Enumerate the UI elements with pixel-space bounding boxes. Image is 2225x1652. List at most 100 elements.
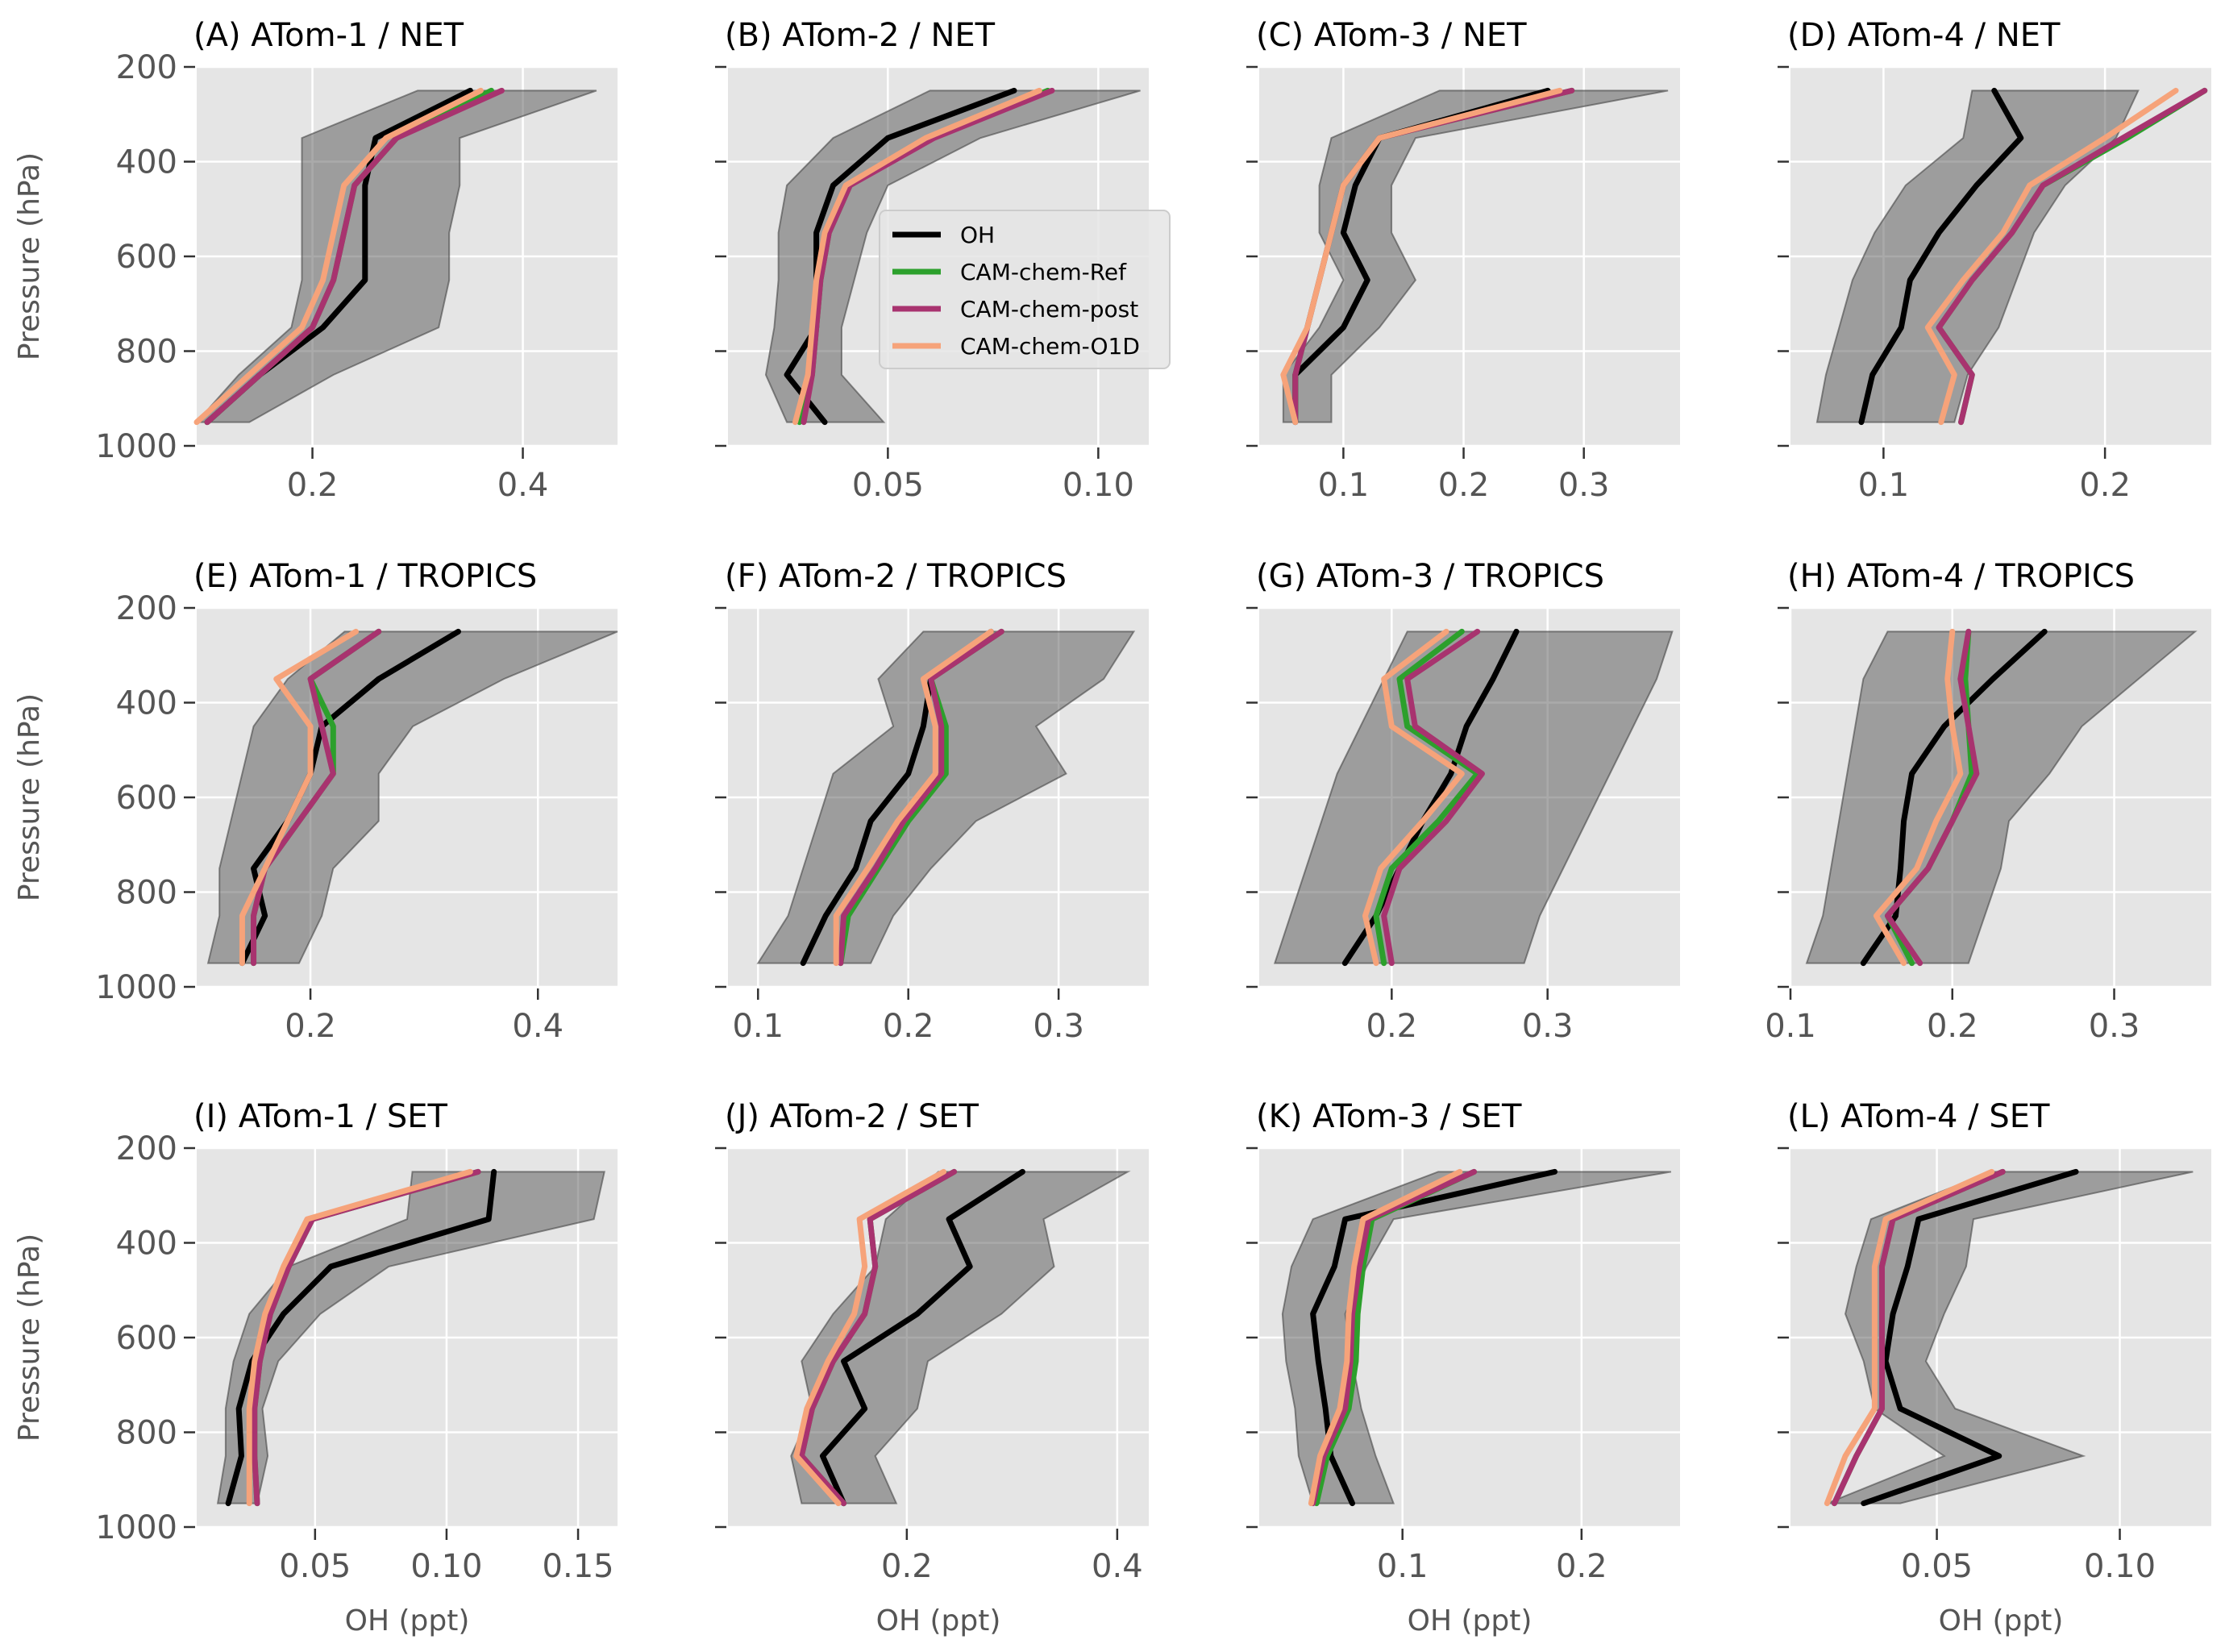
x-tick-label: 0.4 — [1092, 1548, 1143, 1585]
series-line-cam-chem-post — [1884, 628, 1980, 967]
y-tick-label: 800 — [116, 1415, 177, 1452]
panel-8: (H) ATom-4 / TROPICS 0.1 0.2 0.3 — [1765, 558, 2211, 1045]
x-tick-label: 0.1 — [1765, 1008, 1816, 1045]
x-tick-label: 0.3 — [1558, 467, 1610, 504]
x-tick-label: 0.2 — [883, 1008, 934, 1045]
series-line-oh — [819, 1168, 1025, 1507]
x-tick-label: 0.1 — [732, 1008, 784, 1045]
x-tick-label: 0.3 — [1033, 1008, 1084, 1045]
panel-title: (K) ATom-3 / SET — [1256, 1098, 1522, 1135]
legend-box — [879, 210, 1171, 369]
y-tick-label: 1000 — [95, 969, 177, 1006]
series-line-cam-chem-o1d — [1308, 1168, 1463, 1507]
series-line-cam-chem-post — [838, 628, 1004, 967]
x-tick-label: 0.10 — [2084, 1548, 2156, 1585]
x-tick-label: 0.10 — [1063, 467, 1134, 504]
x-tick-label: 0.2 — [881, 1548, 933, 1585]
panel-title: (D) ATom-4 / NET — [1787, 17, 2061, 54]
panel-title: (E) ATom-1 / TROPICS — [193, 558, 537, 595]
series-line-cam-chem-post — [251, 628, 382, 967]
series-line-oh — [1861, 1168, 2079, 1507]
x-tick-label: 0.10 — [410, 1548, 482, 1585]
series-line-cam-chem-o1d — [193, 87, 484, 426]
series-line-cam-chem-o1d — [1924, 87, 2179, 426]
y-tick-label: 600 — [116, 239, 177, 276]
x-tick-label: 0.2 — [285, 1008, 336, 1045]
x-axis-label: OH (ppt) — [1408, 1604, 1533, 1637]
panel-title: (B) ATom-2 / NET — [725, 17, 996, 54]
obs-range-band — [790, 1171, 1131, 1504]
series-line-cam-chem-post — [1936, 87, 2208, 426]
series-line-cam-chem-o1d — [1873, 628, 1964, 967]
legend-label-cam-chem-ref: CAM-chem-Ref — [960, 259, 1127, 285]
x-tick-label: 0.2 — [287, 467, 339, 504]
series-line-cam-chem-post — [1831, 1168, 2006, 1507]
panel-7: (G) ATom-3 / TROPICS 0.2 0.3 — [1246, 558, 1680, 1045]
panel-title: (H) ATom-4 / TROPICS — [1787, 558, 2135, 595]
obs-range-band — [764, 89, 1141, 423]
x-tick-label: 0.05 — [852, 467, 924, 504]
panel-title: (F) ATom-2 / TROPICS — [725, 558, 1067, 595]
series-line-cam-chem-o1d — [239, 628, 360, 967]
series-line-oh — [1858, 87, 2024, 426]
x-tick-label: 0.2 — [1366, 1008, 1418, 1045]
panel-1: (A) ATom-1 / NET 200 400 600 800 1000 0.2 0.4 Pr… — [13, 17, 618, 504]
x-tick-label: 0.3 — [2089, 1008, 2140, 1045]
obs-range-band — [206, 630, 618, 964]
panel-10: (J) ATom-2 / SET 0.2 0.4 OH (ppt) — [715, 1098, 1149, 1637]
series-line-cam-chem-o1d — [1362, 628, 1465, 967]
y-tick-label: 400 — [116, 685, 177, 722]
series-line-cam-chem-post — [204, 87, 505, 426]
panel-title: (L) ATom-4 / SET — [1787, 1098, 2050, 1135]
y-tick-label: 200 — [116, 49, 177, 86]
y-tick-label: 400 — [116, 144, 177, 181]
series-line-cam-chem-o1d — [1280, 87, 1563, 426]
series-line-cam-chem-o1d — [833, 628, 994, 967]
panel-9: (I) ATom-1 / SET 200 400 600 800 1000 0.05 0.10… — [13, 1098, 618, 1637]
x-tick-label: 0.05 — [1901, 1548, 1973, 1585]
series-line-cam-chem-o1d — [792, 87, 1042, 426]
series-line-cam-chem-post — [801, 87, 1055, 426]
panel-title: (A) ATom-1 / NET — [193, 17, 464, 54]
series-line-cam-chem-ref — [1373, 628, 1481, 967]
legend: OH CAM-chem-Ref CAM-chem-post CAM-chem-O1D — [879, 210, 1171, 369]
y-tick-label: 600 — [116, 1320, 177, 1357]
series-line-cam-chem-o1d — [246, 1168, 473, 1507]
x-tick-label: 0.1 — [1858, 467, 1910, 504]
y-tick-label: 200 — [116, 1130, 177, 1167]
y-tick-label: 1000 — [95, 428, 177, 465]
x-axis-label: OH (ppt) — [876, 1604, 1001, 1637]
panel-2: (B) ATom-2 / NET 0.05 0.10 OH CAM-chem-Ref CA… — [715, 17, 1171, 504]
x-tick-label: 0.05 — [279, 1548, 351, 1585]
y-tick-label: 600 — [116, 780, 177, 817]
x-tick-label: 0.4 — [512, 1008, 564, 1045]
panel-11: (K) ATom-3 / SET 0.1 0.2 OH (ppt) — [1246, 1098, 1680, 1637]
obs-range-band — [756, 630, 1136, 964]
y-tick-label: 400 — [116, 1225, 177, 1263]
panel-title: (I) ATom-1 / SET — [193, 1098, 448, 1135]
x-tick-label: 0.4 — [497, 467, 549, 504]
series-line-cam-chem-post — [1381, 628, 1485, 967]
y-tick-label: 800 — [116, 875, 177, 912]
series-line-cam-chem-o1d — [793, 1168, 947, 1507]
x-tick-label: 0.3 — [1522, 1008, 1574, 1045]
series-line-cam-chem-o1d — [1824, 1168, 1995, 1507]
y-axis-label: Pressure (hPa) — [13, 152, 46, 360]
series-line-oh — [784, 87, 1017, 426]
series-line-cam-chem-post — [798, 1168, 958, 1507]
x-tick-label: 0.2 — [1438, 467, 1490, 504]
panel-title: (J) ATom-2 / SET — [725, 1098, 979, 1135]
y-tick-label: 1000 — [95, 1509, 177, 1546]
panel-6: (F) ATom-2 / TROPICS 0.1 0.2 0.3 — [715, 558, 1149, 1045]
panel-5: (E) ATom-1 / TROPICS 200 400 600 800 1000 0.2 0… — [13, 558, 618, 1045]
y-axis-label: Pressure (hPa) — [13, 693, 46, 901]
x-tick-label: 0.1 — [1377, 1548, 1429, 1585]
legend-label-cam-chem-post: CAM-chem-post — [960, 296, 1138, 322]
series-line-cam-chem-ref — [1313, 1168, 1478, 1507]
x-tick-label: 0.1 — [1318, 467, 1370, 504]
x-tick-label: 0.2 — [2079, 467, 2131, 504]
legend-label-oh: OH — [960, 222, 995, 248]
panel-title: (G) ATom-3 / TROPICS — [1256, 558, 1604, 595]
series-line-cam-chem-post — [252, 1168, 481, 1507]
